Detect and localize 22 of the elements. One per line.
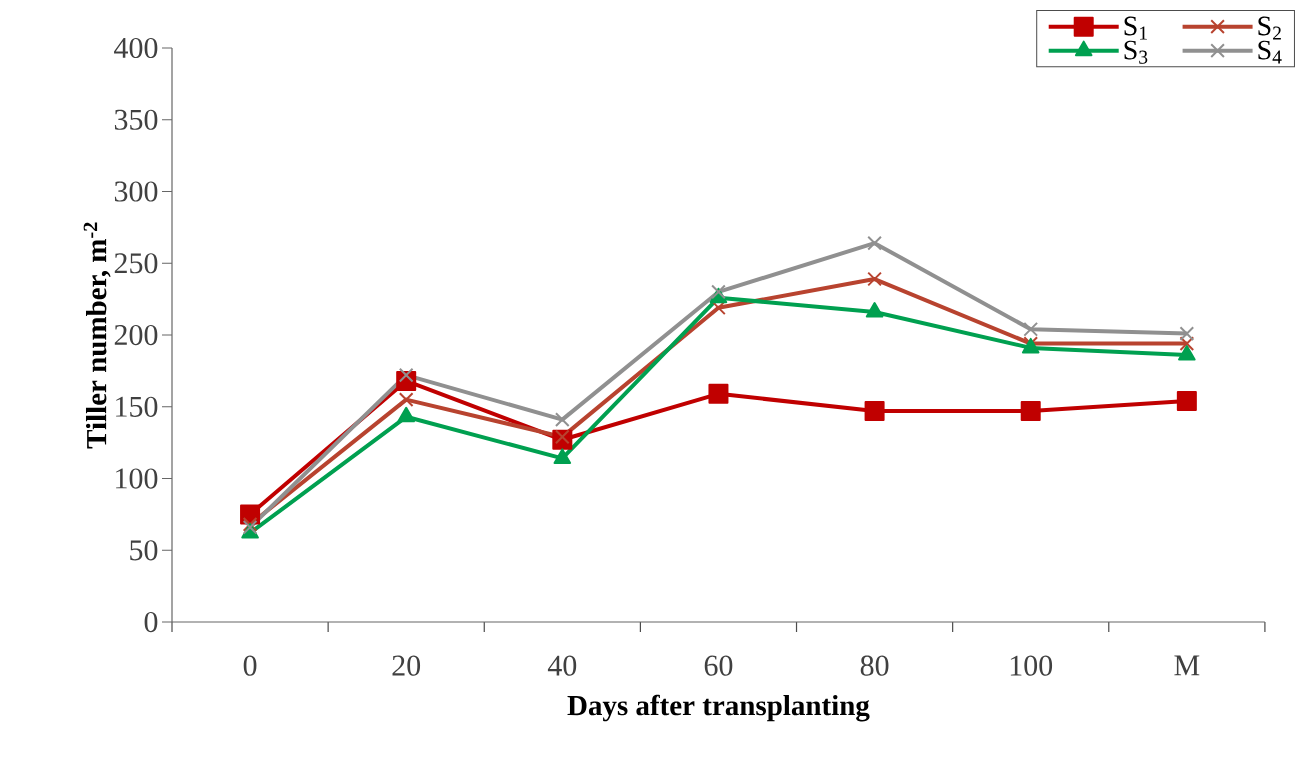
legend-label: S$_{2}$: [1258, 16, 1281, 40]
x-tick-label: 100: [1010, 655, 1053, 676]
x-tick-label: 0: [243, 655, 257, 676]
legend-label: S$_{4}$: [1258, 40, 1282, 64]
y-tick-label: 150: [116, 396, 158, 417]
y-tick-label: 300: [114, 181, 158, 202]
x-tick-label: 60: [704, 655, 733, 676]
y-tick-label: 50: [130, 540, 158, 561]
legend-label: S$_{3}$: [1124, 40, 1148, 64]
x-tick-label: M: [1174, 655, 1200, 676]
y-axis-title: Tiller number, m$^{-2}$: [83, 222, 111, 449]
y-tick-label: 350: [114, 109, 158, 130]
x-tick-label: 20: [392, 655, 421, 676]
legend-label: S$_{1}$: [1124, 16, 1147, 40]
y-tick-label: 100: [116, 468, 158, 489]
y-tick-label: 0: [144, 611, 158, 633]
x-tick-label: 80: [860, 655, 889, 676]
x-tick-label: 40: [547, 655, 577, 676]
x-axis-title: Days after transplanting: [567, 694, 870, 722]
y-tick-label: 250: [114, 253, 158, 274]
y-tick-label: 200: [114, 324, 158, 346]
y-tick-label: 400: [114, 37, 158, 59]
